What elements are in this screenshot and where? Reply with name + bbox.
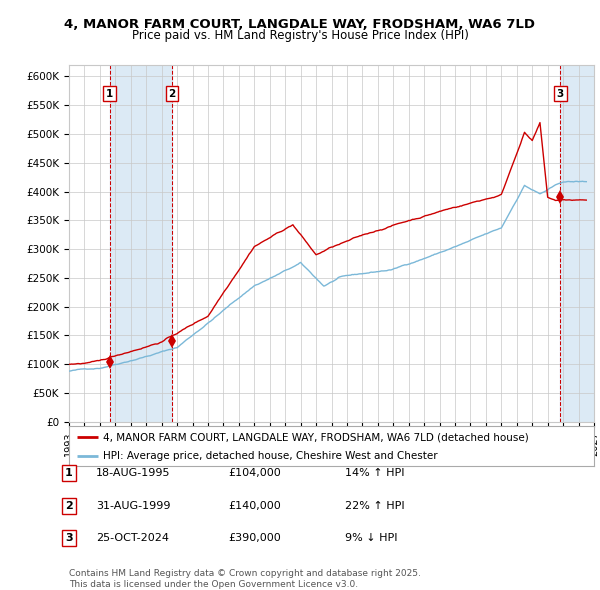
Text: 2: 2 [168, 88, 175, 99]
Text: Contains HM Land Registry data © Crown copyright and database right 2025.
This d: Contains HM Land Registry data © Crown c… [69, 569, 421, 589]
Text: 4, MANOR FARM COURT, LANGDALE WAY, FRODSHAM, WA6 7LD: 4, MANOR FARM COURT, LANGDALE WAY, FRODS… [65, 18, 536, 31]
Text: £140,000: £140,000 [228, 501, 281, 510]
Text: 2: 2 [65, 501, 73, 510]
Text: £390,000: £390,000 [228, 533, 281, 543]
Text: 3: 3 [65, 533, 73, 543]
Text: 4, MANOR FARM COURT, LANGDALE WAY, FRODSHAM, WA6 7LD (detached house): 4, MANOR FARM COURT, LANGDALE WAY, FRODS… [103, 432, 529, 442]
Text: HPI: Average price, detached house, Cheshire West and Chester: HPI: Average price, detached house, Ches… [103, 451, 438, 461]
Bar [560, 65, 594, 422]
Text: 25-OCT-2024: 25-OCT-2024 [96, 533, 169, 543]
Text: 9% ↓ HPI: 9% ↓ HPI [345, 533, 398, 543]
Text: 31-AUG-1999: 31-AUG-1999 [96, 501, 170, 510]
Text: 18-AUG-1995: 18-AUG-1995 [96, 468, 170, 478]
Text: 3: 3 [557, 88, 564, 99]
Text: 22% ↑ HPI: 22% ↑ HPI [345, 501, 404, 510]
Text: Price paid vs. HM Land Registry's House Price Index (HPI): Price paid vs. HM Land Registry's House … [131, 30, 469, 42]
Text: 1: 1 [65, 468, 73, 478]
Bar [110, 65, 172, 422]
Text: 1: 1 [106, 88, 113, 99]
Text: 14% ↑ HPI: 14% ↑ HPI [345, 468, 404, 478]
Text: £104,000: £104,000 [228, 468, 281, 478]
